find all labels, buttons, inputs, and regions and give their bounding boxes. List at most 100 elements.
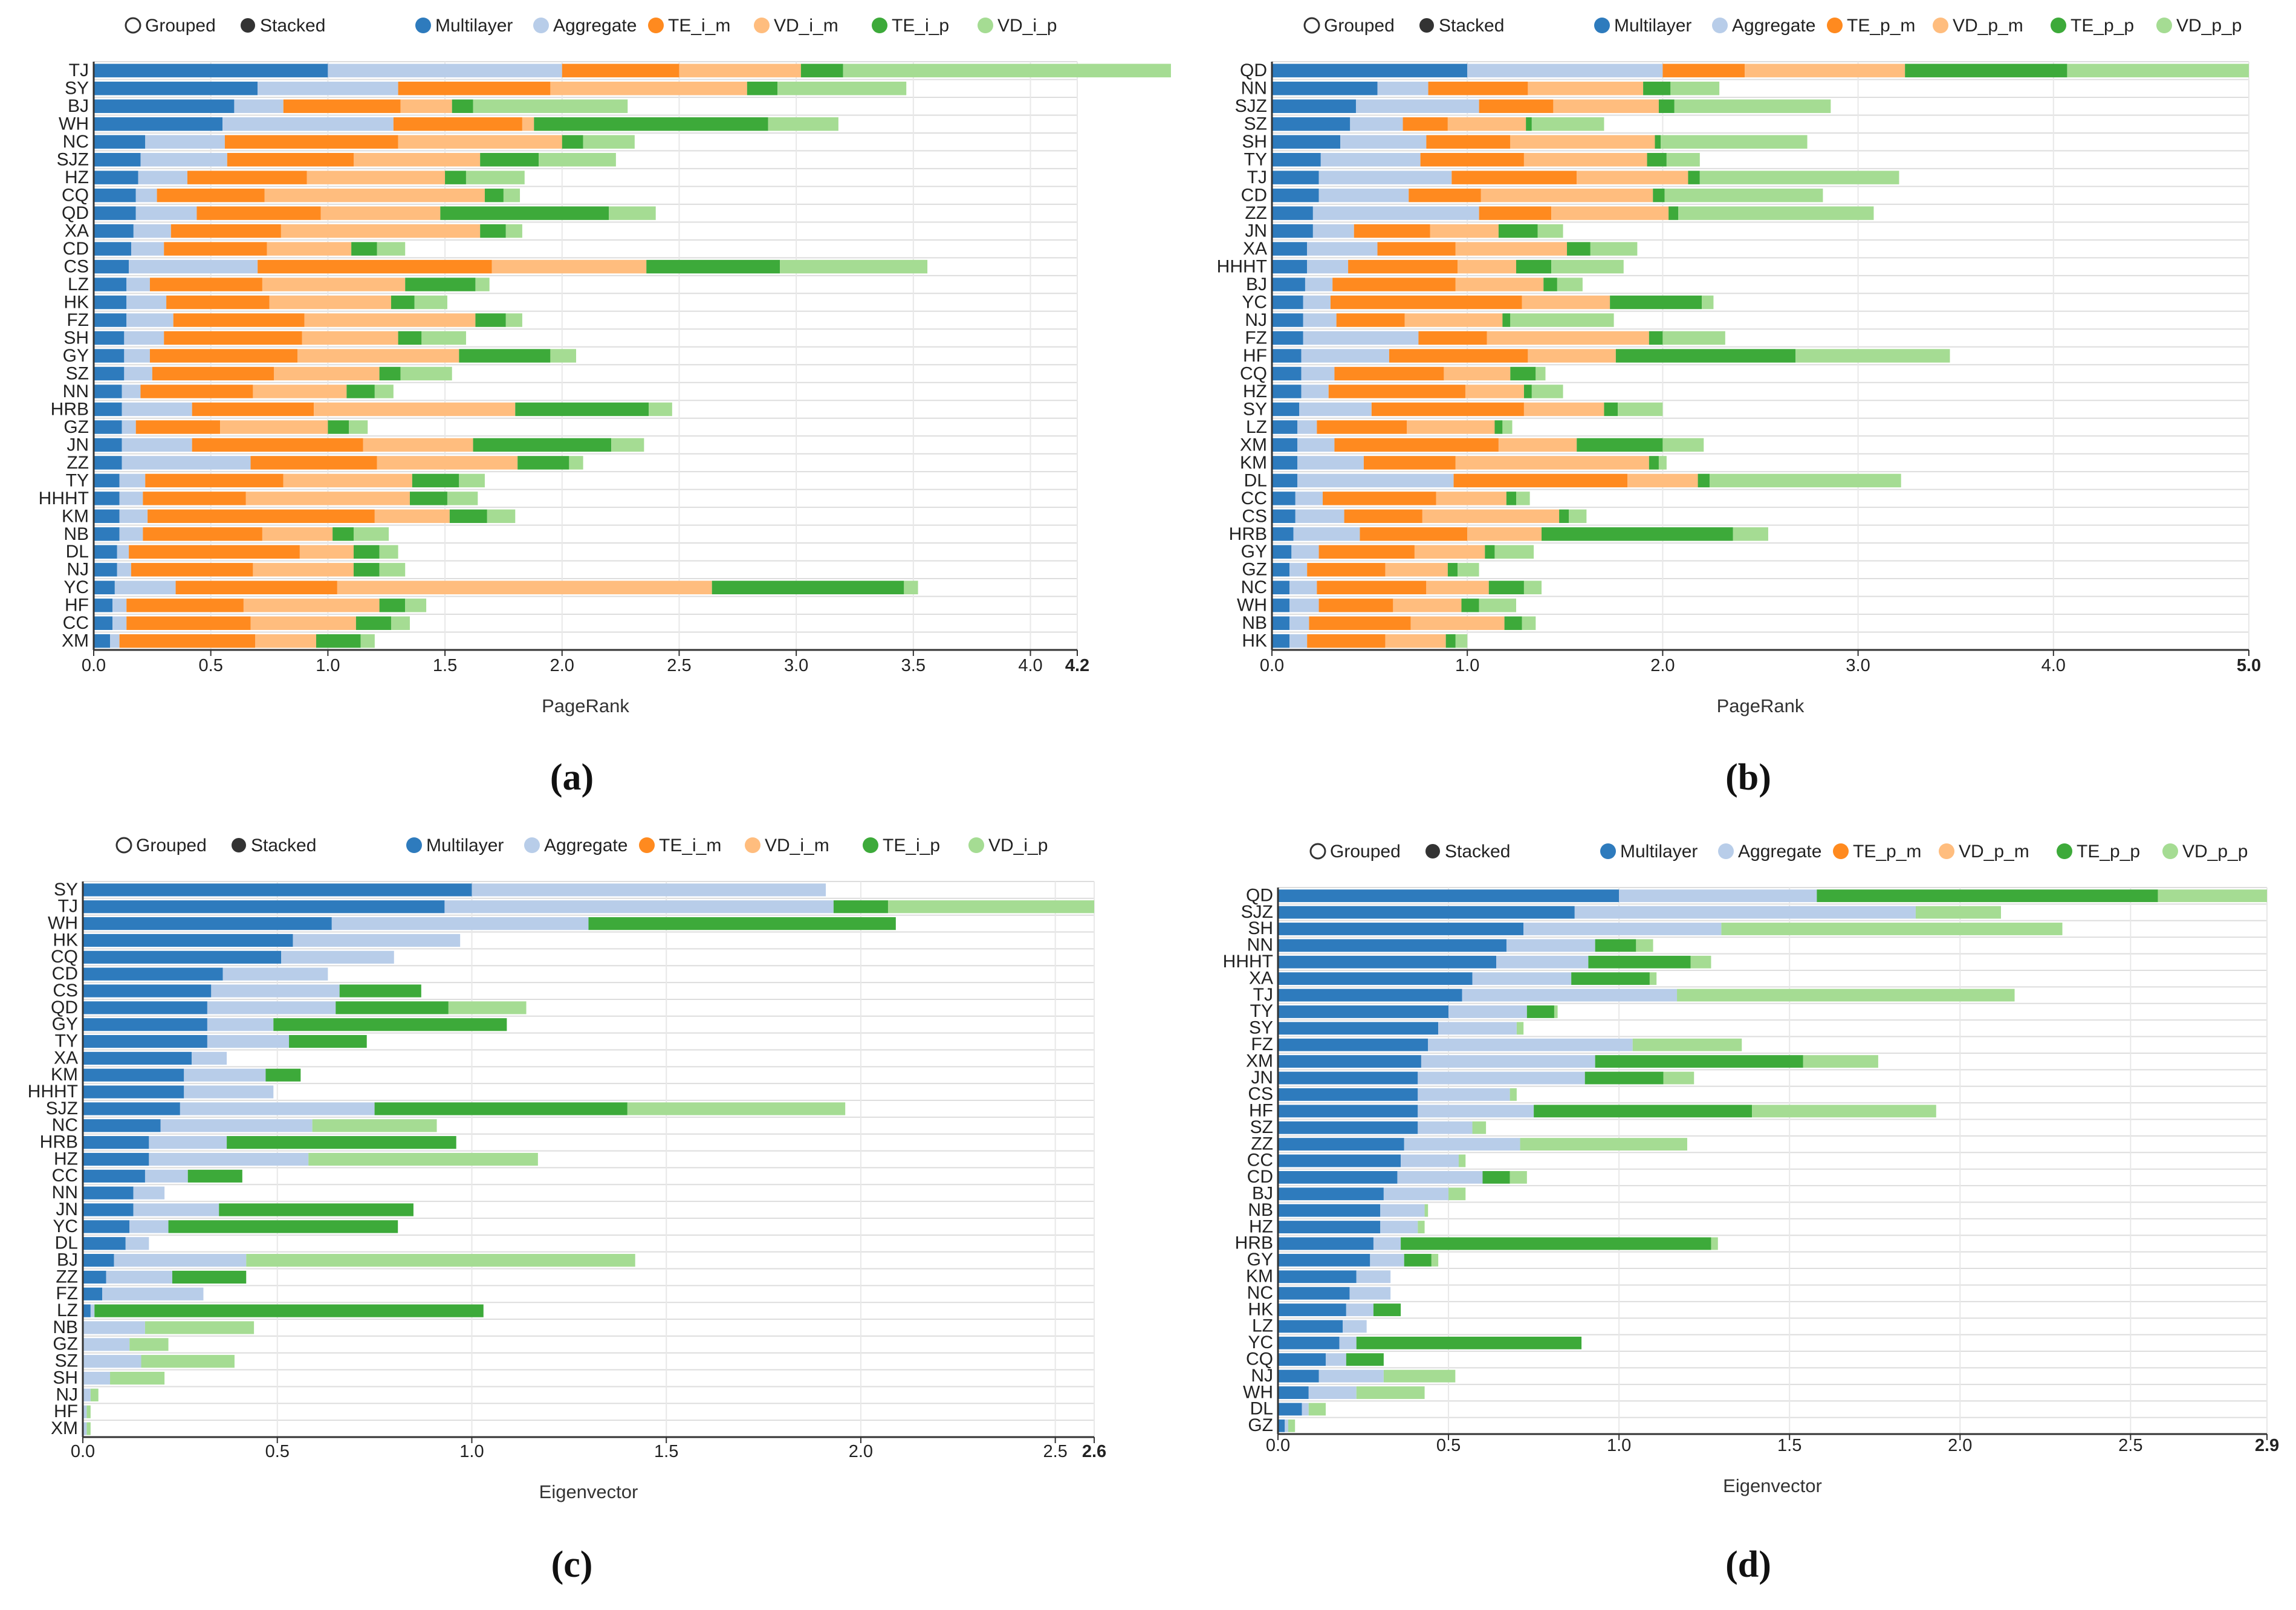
bar-hk-vd_i_p[interactable] [414,295,447,310]
bar-sz-multilayer[interactable] [1272,117,1351,131]
bar-cs-vd_p_p[interactable] [1510,1088,1517,1101]
bar-xa-multilayer[interactable] [1278,972,1473,985]
bar-cd-vd_i_m[interactable] [267,242,352,256]
bar-hk-aggregate[interactable] [293,933,461,947]
bar-cd-vd_i_p[interactable] [377,242,406,256]
bar-nb-vd_p_p[interactable] [1522,616,1536,630]
bar-nc-te_p_p[interactable] [1488,580,1524,595]
bar-hf-vd_i_p[interactable] [405,599,427,612]
bar-km-te_i_p[interactable] [265,1068,301,1082]
bar-lz-te_i_p[interactable] [94,1304,484,1317]
bar-zz-te_i_p[interactable] [172,1270,247,1284]
bar-dl-multilayer[interactable] [94,545,117,559]
bar-cs-te_p_m[interactable] [1344,509,1422,524]
bar-sy-multilayer[interactable] [83,883,472,897]
bar-hrb-te_p_m[interactable] [1360,527,1468,541]
bar-sjz-te_i_p[interactable] [480,152,539,167]
bar-qd-te_p_p[interactable] [1905,63,2067,77]
bar-cs-te_i_m[interactable] [258,259,492,274]
bar-jn-te_p_m[interactable] [1354,224,1430,238]
bar-tj-multilayer[interactable] [83,900,445,914]
bar-qd-aggregate[interactable] [1467,63,1663,77]
bar-fz-aggregate[interactable] [1303,331,1419,345]
bar-zz-aggregate[interactable] [122,456,251,470]
bar-km-multilayer[interactable] [1272,456,1298,470]
bar-yc-vd_p_p[interactable] [1702,295,1714,310]
bar-hk-te_p_m[interactable] [1307,634,1386,648]
bar-cc-vd_p_p[interactable] [1516,492,1530,505]
legend-swatch-vd_i_p[interactable] [978,18,993,33]
bar-cc-aggregate[interactable] [112,616,127,630]
bar-zz-vd_i_m[interactable] [377,456,518,470]
bar-jn-aggregate[interactable] [1312,224,1354,238]
bar-gz-multilayer[interactable] [1278,1419,1285,1432]
bar-cq-te_p_p[interactable] [1510,366,1536,381]
bar-cs-vd_i_m[interactable] [491,259,647,274]
bar-fz-vd_p_p[interactable] [1662,331,1725,345]
bar-bj-aggregate[interactable] [114,1254,247,1267]
bar-nc-multilayer[interactable] [83,1119,161,1132]
bar-km-multilayer[interactable] [1278,1270,1357,1284]
bar-hrb-vd_i_m[interactable] [314,402,516,417]
bar-dl-multilayer[interactable] [1278,1403,1302,1416]
bar-cq-multilayer[interactable] [83,950,282,964]
bar-nc-vd_p_m[interactable] [1426,580,1489,595]
bar-nj-te_i_p[interactable] [353,563,380,577]
bar-yc-multilayer[interactable] [94,580,115,595]
bar-nj-multilayer[interactable] [94,563,117,577]
bar-gz-te_p_m[interactable] [1307,563,1386,577]
bar-qd-multilayer[interactable] [1278,889,1620,903]
bar-nc-aggregate[interactable] [160,1119,313,1132]
bar-hk-te_i_p[interactable] [391,295,415,310]
bar-nb-te_p_p[interactable] [1504,616,1522,630]
bar-lz-aggregate[interactable] [90,1304,95,1317]
bar-hk-multilayer[interactable] [1278,1303,1346,1316]
legend-swatch-aggregate[interactable] [1718,843,1734,859]
bar-wh-vd_p_p[interactable] [1479,599,1516,612]
bar-hz-vd_i_m[interactable] [306,170,446,184]
bar-ty-multilayer[interactable] [1278,1005,1449,1018]
bar-nj-vd_p_p[interactable] [1510,313,1614,327]
bar-sz-vd_p_m[interactable] [1447,117,1526,131]
bar-nb-multilayer[interactable] [1278,1204,1381,1217]
bar-hz-vd_p_p[interactable] [1418,1221,1425,1233]
bar-hf-multilayer[interactable] [1272,349,1302,363]
bar-ty-vd_p_p[interactable] [1554,1005,1558,1018]
bar-cc-multilayer[interactable] [1278,1154,1401,1167]
bar-km-aggregate[interactable] [1356,1270,1391,1284]
bar-cc-multilayer[interactable] [94,616,112,630]
bar-lz-aggregate[interactable] [126,278,150,291]
bar-nb-multilayer[interactable] [94,527,120,541]
bar-wh-vd_i_p[interactable] [768,117,838,131]
bar-xa-te_p_m[interactable] [1377,242,1456,256]
bar-hrb-multilayer[interactable] [1278,1237,1373,1250]
legend-swatch-multilayer[interactable] [1594,18,1610,33]
bar-hk-aggregate[interactable] [1289,634,1308,648]
bar-sjz-vd_i_m[interactable] [353,152,481,167]
bar-xa-multilayer[interactable] [1272,242,1308,256]
bar-cc-aggregate[interactable] [1295,492,1323,505]
bar-nb-aggregate[interactable] [1289,616,1309,630]
bar-lz-aggregate[interactable] [1297,420,1317,434]
bar-jn-multilayer[interactable] [94,438,122,452]
bar-sh-te_i_p[interactable] [398,331,422,345]
bar-wh-aggregate[interactable] [1308,1386,1357,1399]
bar-xm-multilayer[interactable] [1278,1055,1421,1068]
bar-qd-multilayer[interactable] [1272,63,1468,77]
bar-hk-aggregate[interactable] [126,295,167,310]
bar-sh-multilayer[interactable] [1278,923,1524,935]
bar-gy-te_i_p[interactable] [273,1018,507,1031]
bar-xm-multilayer[interactable] [94,634,111,648]
bar-sy-te_i_p[interactable] [747,82,778,96]
bar-hhht-vd_p_p[interactable] [1690,955,1711,969]
bar-cd-multilayer[interactable] [83,967,223,981]
bar-nn-te_p_p[interactable] [1595,939,1636,952]
bar-tj-multilayer[interactable] [94,63,328,77]
bar-bj-vd_p_m[interactable] [1455,278,1544,291]
bar-wh-vd_p_p[interactable] [1356,1386,1425,1399]
bar-cq-aggregate[interactable] [281,950,394,964]
bar-sy-multilayer[interactable] [94,82,258,96]
bar-gy-te_p_m[interactable] [1318,545,1415,559]
stacked-radio[interactable] [232,838,246,852]
legend-swatch-aggregate[interactable] [533,18,549,33]
